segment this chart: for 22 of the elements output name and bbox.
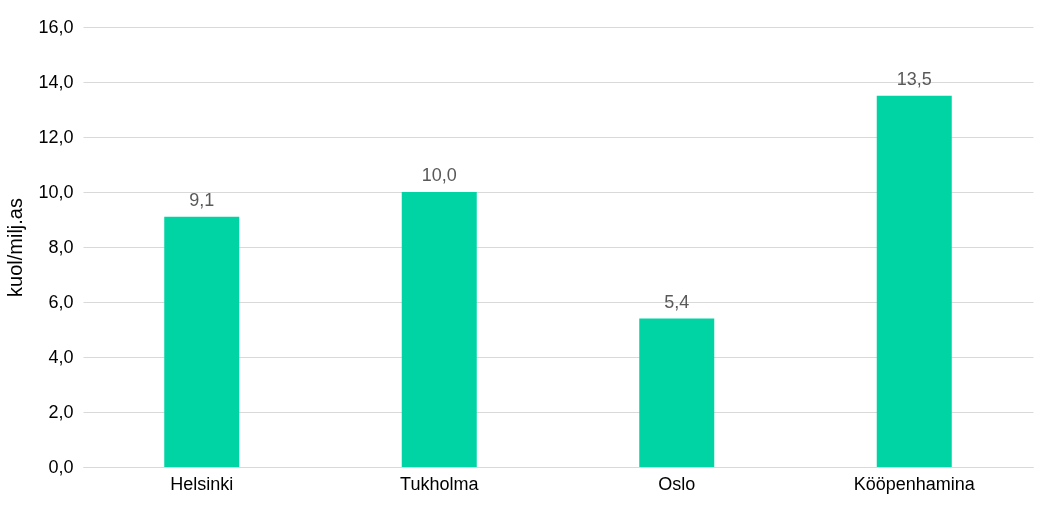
y-axis-title: kuol/milj.as (4, 198, 27, 297)
y-tick-label: 14,0 (38, 71, 74, 92)
y-tick-label: 8,0 (48, 236, 74, 257)
bar (401, 192, 477, 467)
bar (639, 318, 715, 467)
bar (876, 95, 952, 467)
y-tick-label: 6,0 (48, 291, 74, 312)
bar (164, 216, 240, 467)
y-tick-label: 16,0 (38, 16, 74, 37)
data-label: 10,0 (421, 165, 457, 185)
data-label: 13,5 (896, 68, 932, 89)
data-label: 5,4 (664, 291, 690, 312)
x-tick-label: Helsinki (170, 473, 234, 494)
x-tick-label: Kööpenhamina (853, 473, 976, 494)
y-tick-label: 4,0 (48, 346, 74, 367)
y-tick-label: 12,0 (38, 126, 74, 147)
y-tick-label: 2,0 (48, 401, 74, 422)
x-tick-label: Tukholma (400, 473, 480, 494)
y-tick-label: 0,0 (48, 456, 74, 477)
y-tick-label: 10,0 (38, 181, 74, 202)
x-tick-label: Oslo (658, 473, 696, 494)
data-label: 9,1 (189, 189, 215, 210)
